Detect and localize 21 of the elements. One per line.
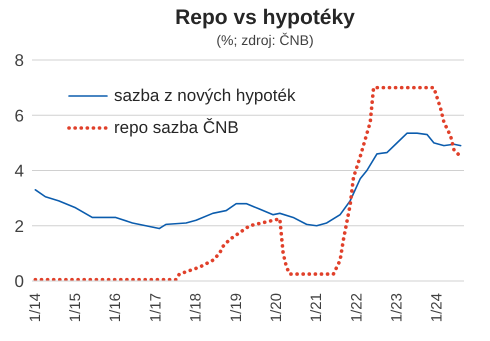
x-tick-label: 1/15 xyxy=(67,293,84,322)
x-tick-label: 1/14 xyxy=(26,293,44,322)
x-tick-label: 1/16 xyxy=(107,293,124,322)
y-tick-label: 0 xyxy=(14,272,24,292)
x-tick-label: 1/18 xyxy=(188,293,205,322)
chart-title: Repo vs hypotéky xyxy=(174,5,356,30)
x-tick-label: 1/21 xyxy=(308,293,326,322)
y-tick-label: 4 xyxy=(14,162,24,181)
y-tick-label: 8 xyxy=(14,51,24,70)
y-tick-label: 2 xyxy=(14,216,24,236)
x-tick-label: 1/17 xyxy=(147,293,164,322)
chart-subtitle: (%; zdroj: ČNB) xyxy=(215,32,315,48)
legend-label: repo sazba ČNB xyxy=(114,117,239,139)
legend-label: sazba z nových hypoték xyxy=(114,85,296,107)
line-series xyxy=(34,86,462,281)
x-tick-label: 1/20 xyxy=(268,293,285,322)
x-tick-label: 1/24 xyxy=(428,293,446,322)
x-tick-label: 1/19 xyxy=(228,293,245,322)
x-tick-label: 1/22 xyxy=(348,293,366,322)
x-tick-label: 1/23 xyxy=(388,293,406,322)
y-tick-label: 6 xyxy=(14,106,24,126)
